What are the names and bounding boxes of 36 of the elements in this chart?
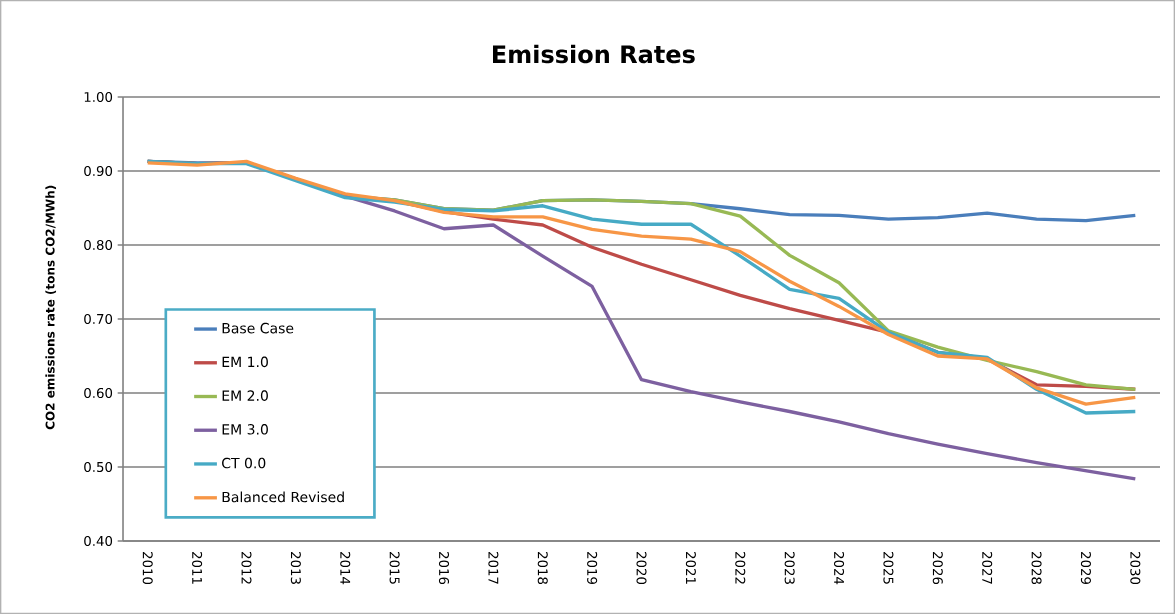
x-tick-label: 2013 <box>290 552 301 584</box>
y-tick-label: 0.70 <box>84 313 113 325</box>
legend-label: CT 0.0 <box>222 457 266 469</box>
x-tick-label: 2018 <box>537 552 548 585</box>
x-tick-label: 2014 <box>340 552 351 585</box>
y-tick-label: 0.50 <box>84 461 113 473</box>
x-tick-label: 2023 <box>784 552 795 584</box>
x-tick-label: 2016 <box>438 552 450 585</box>
x-tick-label: 2020 <box>636 552 647 585</box>
legend-label: EM 3.0 <box>222 424 268 435</box>
x-tick-label: 2011 <box>192 552 203 584</box>
x-tick-label: 2027 <box>982 552 993 584</box>
x-tick-label: 2030 <box>1130 552 1141 585</box>
x-tick-label: 2010 <box>142 552 153 585</box>
legend-label: EM 1.0 <box>222 356 268 368</box>
y-tick-label: 0.40 <box>84 535 113 547</box>
x-tick-label: 2017 <box>488 552 499 584</box>
y-tick-label: 0.90 <box>84 165 113 177</box>
x-tick-label: 2021 <box>685 552 696 584</box>
legend-label: EM 2.0 <box>222 390 268 401</box>
x-tick-label: 2024 <box>833 552 845 585</box>
x-tick-label: 2015 <box>389 552 400 584</box>
x-tick-label: 2029 <box>1080 552 1091 585</box>
x-tick-label: 2025 <box>883 552 894 584</box>
y-tick-label: 0.80 <box>84 239 113 251</box>
y-axis-title: CO2 emissions rate (tons CO2/MWh) <box>45 185 57 430</box>
chart-title: Emission Rates <box>493 44 695 64</box>
x-tick-label: 2019 <box>587 552 598 585</box>
y-tick-label: 1.00 <box>84 91 113 103</box>
x-tick-label: 2028 <box>1031 552 1042 585</box>
x-tick-label: 2012 <box>241 552 252 584</box>
legend-label: Balanced Revised <box>222 491 344 503</box>
x-tick-label: 2026 <box>932 552 943 585</box>
legend-label: Base Case <box>222 322 294 334</box>
x-tick-label: 2022 <box>735 552 746 584</box>
y-tick-label: 0.60 <box>84 387 113 399</box>
